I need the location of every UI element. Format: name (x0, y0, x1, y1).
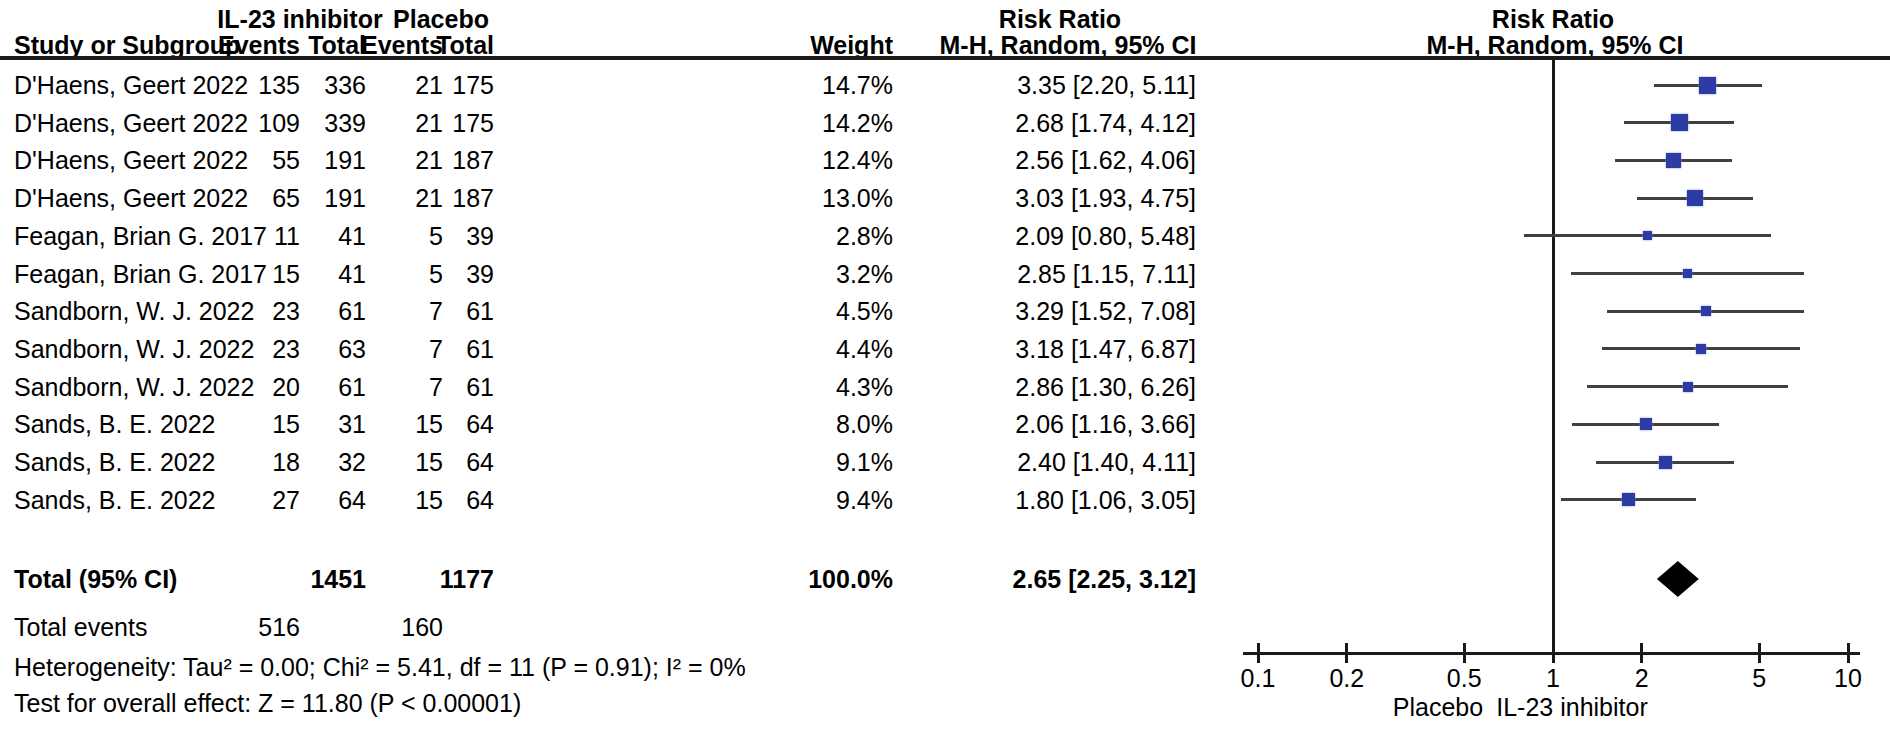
axis-tick (1463, 643, 1466, 663)
total-events-value1: 516 (170, 608, 300, 646)
pooled-effect-diamond (1657, 561, 1699, 597)
total2-cell: 61 (399, 368, 494, 406)
weight-cell: 9.1% (763, 443, 893, 481)
total2-cell: 61 (399, 292, 494, 330)
effect-marker (1666, 153, 1681, 168)
effect-marker (1622, 493, 1635, 506)
total-events-label: Total events (14, 608, 147, 646)
axis-tick (1552, 643, 1555, 663)
effect-marker (1696, 344, 1706, 354)
total2-cell: 39 (399, 255, 494, 293)
total-row-label: Total (95% CI) (14, 560, 177, 598)
total-row-total2: 1177 (399, 560, 494, 598)
effect-marker (1659, 456, 1672, 469)
rr-ci-cell: 1.80 [1.06, 3.05] (936, 481, 1196, 519)
total2-cell: 187 (399, 179, 494, 217)
effect-marker (1699, 77, 1716, 94)
total2-cell: 61 (399, 330, 494, 368)
effect-marker (1701, 306, 1711, 316)
effect-marker (1687, 190, 1703, 206)
axis-tick-label: 10 (1808, 663, 1888, 693)
effect-marker (1640, 418, 1652, 430)
effect-marker (1683, 382, 1693, 392)
weight-cell: 9.4% (763, 481, 893, 519)
total2-cell: 64 (399, 481, 494, 519)
axis-tick-label: 0.1 (1218, 663, 1298, 693)
weight-cell: 4.4% (763, 330, 893, 368)
rr-ci-cell: 2.06 [1.16, 3.66] (936, 405, 1196, 443)
header-divider (0, 56, 1890, 60)
rr-ci-cell: 2.40 [1.40, 4.11] (936, 443, 1196, 481)
weight-cell: 4.3% (763, 368, 893, 406)
axis-tick-label: 5 (1719, 663, 1799, 693)
rr-ci-cell: 2.85 [1.15, 7.11] (936, 255, 1196, 293)
weight-cell: 14.2% (763, 104, 893, 142)
total-row-weight: 100.0% (763, 560, 893, 598)
total2-cell: 175 (399, 66, 494, 104)
rr-ci-cell: 3.35 [2.20, 5.11] (936, 66, 1196, 104)
total-row-total1: 1451 (256, 560, 366, 598)
axis-label-right: IL-23 inhibitor (1442, 688, 1702, 726)
rr-ci-cell: 3.03 [1.93, 4.75] (936, 179, 1196, 217)
weight-cell: 13.0% (763, 179, 893, 217)
weight-cell: 2.8% (763, 217, 893, 255)
forest-plot: IL-23 inhibitor Placebo Risk Ratio Risk … (0, 0, 1890, 732)
rr-ci-cell: 3.29 [1.52, 7.08] (936, 292, 1196, 330)
rr-ci-cell: 3.18 [1.47, 6.87] (936, 330, 1196, 368)
weight-cell: 8.0% (763, 405, 893, 443)
heterogeneity-stats: Heterogeneity: Tau² = 0.00; Chi² = 5.41,… (14, 648, 746, 686)
total-row-rr-text: 2.65 [2.25, 3.12] (936, 560, 1196, 598)
null-effect-line (1552, 60, 1555, 653)
axis-tick (1257, 643, 1260, 663)
effect-marker (1683, 269, 1692, 278)
weight-cell: 3.2% (763, 255, 893, 293)
effect-marker (1643, 231, 1652, 240)
rr-ci-cell: 2.68 [1.74, 4.12] (936, 104, 1196, 142)
weight-cell: 14.7% (763, 66, 893, 104)
weight-cell: 12.4% (763, 141, 893, 179)
axis-tick (1847, 643, 1850, 663)
total2-cell: 187 (399, 141, 494, 179)
total2-cell: 64 (399, 405, 494, 443)
rr-ci-cell: 2.56 [1.62, 4.06] (936, 141, 1196, 179)
axis-tick (1758, 643, 1761, 663)
total-events-value2: 160 (323, 608, 443, 646)
axis-tick (1345, 643, 1348, 663)
total2-cell: 64 (399, 443, 494, 481)
rr-ci-cell: 2.09 [0.80, 5.48] (936, 217, 1196, 255)
overall-effect-test: Test for overall effect: Z = 11.80 (P < … (14, 684, 521, 722)
rr-ci-cell: 2.86 [1.30, 6.26] (936, 368, 1196, 406)
effect-marker (1671, 114, 1688, 131)
weight-cell: 4.5% (763, 292, 893, 330)
axis-tick (1640, 643, 1643, 663)
total2-cell: 175 (399, 104, 494, 142)
total2-cell: 39 (399, 217, 494, 255)
